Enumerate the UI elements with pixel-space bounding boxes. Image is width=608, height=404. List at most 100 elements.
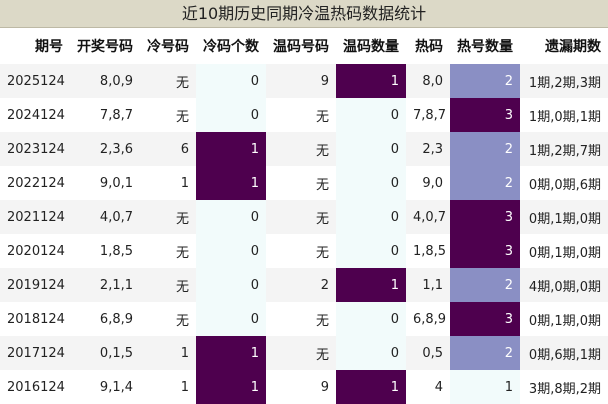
cell-missed-periods: 0期,1期,0期	[520, 200, 608, 234]
cell-warm-count: 0	[336, 336, 406, 370]
cell-warm-numbers: 无	[266, 336, 336, 370]
table-row: 2022124 9,0,1 1 1 无 0 9,0 2 0期,0期,6期	[0, 166, 608, 200]
header-draw-numbers: 开奖号码	[70, 28, 140, 64]
cell-warm-count: 0	[336, 98, 406, 132]
cell-warm-numbers: 2	[266, 268, 336, 302]
table-row: 2018124 6,8,9 无 0 无 0 6,8,9 3 0期,1期,0期	[0, 302, 608, 336]
table-body: 2025124 8,0,9 无 0 9 1 8,0 2 1期,2期,3期 2024124 7,8,7…	[0, 64, 608, 404]
cell-missed-periods: 0期,0期,6期	[520, 166, 608, 200]
cell-hot-count: 2	[450, 166, 520, 200]
cell-issue: 2021124	[0, 200, 70, 234]
table-row: 2021124 4,0,7 无 0 无 0 4,0,7 3 0期,1期,0期	[0, 200, 608, 234]
table-row: 2025124 8,0,9 无 0 9 1 8,0 2 1期,2期,3期	[0, 64, 608, 98]
table-row: 2016124 9,1,4 1 1 9 1 4 1 3期,8期,2期	[0, 370, 608, 404]
cell-cold-count: 1	[196, 336, 266, 370]
cell-cold-numbers: 无	[140, 268, 196, 302]
cell-hot-numbers: 7,8,7	[406, 98, 450, 132]
cell-draw-numbers: 2,3,6	[70, 132, 140, 166]
cell-hot-numbers: 2,3	[406, 132, 450, 166]
cell-missed-periods: 1期,2期,3期	[520, 64, 608, 98]
table-row: 2020124 1,8,5 无 0 无 0 1,8,5 3 0期,1期,0期	[0, 234, 608, 268]
cell-warm-count: 0	[336, 132, 406, 166]
cell-warm-count: 0	[336, 166, 406, 200]
header-warm-count: 温码数量	[336, 28, 406, 64]
cell-hot-count: 3	[450, 98, 520, 132]
cell-hot-count: 2	[450, 64, 520, 98]
cell-issue: 2023124	[0, 132, 70, 166]
cell-cold-numbers: 1	[140, 336, 196, 370]
cell-hot-numbers: 6,8,9	[406, 302, 450, 336]
cell-issue: 2016124	[0, 370, 70, 404]
header-cold-numbers: 冷号码	[140, 28, 196, 64]
header-hot-count: 热号数量	[450, 28, 520, 64]
cell-hot-numbers: 1,1	[406, 268, 450, 302]
cell-missed-periods: 4期,0期,0期	[520, 268, 608, 302]
cell-hot-count: 1	[450, 370, 520, 404]
cell-warm-count: 0	[336, 302, 406, 336]
header-missed-periods: 遗漏期数	[520, 28, 608, 64]
cell-hot-count: 2	[450, 268, 520, 302]
cell-cold-numbers: 无	[140, 98, 196, 132]
table-row: 2017124 0,1,5 1 1 无 0 0,5 2 0期,6期,1期	[0, 336, 608, 370]
header-row: 期号 开奖号码 冷号码 冷码个数 温码号码 温码数量 热码 热号数量 遗漏期数	[0, 28, 608, 64]
cell-hot-count: 3	[450, 234, 520, 268]
cell-warm-numbers: 无	[266, 200, 336, 234]
cell-missed-periods: 1期,2期,7期	[520, 132, 608, 166]
stats-table: 期号 开奖号码 冷号码 冷码个数 温码号码 温码数量 热码 热号数量 遗漏期数 …	[0, 28, 608, 404]
cell-cold-numbers: 无	[140, 64, 196, 98]
cell-missed-periods: 0期,1期,0期	[520, 302, 608, 336]
cell-cold-count: 0	[196, 98, 266, 132]
header-warm-numbers: 温码号码	[266, 28, 336, 64]
cell-cold-count: 0	[196, 268, 266, 302]
cell-warm-count: 0	[336, 234, 406, 268]
cell-warm-numbers: 无	[266, 98, 336, 132]
cell-cold-numbers: 无	[140, 234, 196, 268]
cell-issue: 2020124	[0, 234, 70, 268]
cell-cold-numbers: 无	[140, 302, 196, 336]
cell-hot-count: 2	[450, 132, 520, 166]
cell-hot-numbers: 9,0	[406, 166, 450, 200]
cell-cold-count: 1	[196, 132, 266, 166]
cell-draw-numbers: 6,8,9	[70, 302, 140, 336]
cell-warm-count: 1	[336, 64, 406, 98]
cell-cold-count: 1	[196, 370, 266, 404]
cell-hot-count: 2	[450, 336, 520, 370]
header-hot-numbers: 热码	[406, 28, 450, 64]
cell-cold-numbers: 1	[140, 370, 196, 404]
cell-issue: 2019124	[0, 268, 70, 302]
cell-issue: 2017124	[0, 336, 70, 370]
cell-draw-numbers: 0,1,5	[70, 336, 140, 370]
cell-cold-count: 1	[196, 166, 266, 200]
cell-draw-numbers: 7,8,7	[70, 98, 140, 132]
cell-cold-count: 0	[196, 64, 266, 98]
cell-cold-count: 0	[196, 200, 266, 234]
cell-hot-numbers: 1,8,5	[406, 234, 450, 268]
cell-warm-numbers: 无	[266, 166, 336, 200]
cell-hot-count: 3	[450, 200, 520, 234]
cell-issue: 2025124	[0, 64, 70, 98]
cell-issue: 2018124	[0, 302, 70, 336]
cell-warm-count: 1	[336, 268, 406, 302]
cell-hot-numbers: 4	[406, 370, 450, 404]
table-title: 近10期历史同期冷温热码数据统计	[0, 0, 608, 28]
cell-issue: 2022124	[0, 166, 70, 200]
cell-cold-numbers: 6	[140, 132, 196, 166]
cell-warm-count: 1	[336, 370, 406, 404]
cell-draw-numbers: 1,8,5	[70, 234, 140, 268]
cell-cold-numbers: 无	[140, 200, 196, 234]
table-row: 2024124 7,8,7 无 0 无 0 7,8,7 3 1期,0期,1期	[0, 98, 608, 132]
cell-warm-numbers: 无	[266, 234, 336, 268]
table-row: 2019124 2,1,1 无 0 2 1 1,1 2 4期,0期,0期	[0, 268, 608, 302]
cell-missed-periods: 0期,1期,0期	[520, 234, 608, 268]
cell-hot-numbers: 8,0	[406, 64, 450, 98]
cell-draw-numbers: 2,1,1	[70, 268, 140, 302]
cell-hot-numbers: 0,5	[406, 336, 450, 370]
cell-missed-periods: 3期,8期,2期	[520, 370, 608, 404]
cell-hot-numbers: 4,0,7	[406, 200, 450, 234]
cell-warm-numbers: 无	[266, 302, 336, 336]
cell-cold-count: 0	[196, 234, 266, 268]
cell-missed-periods: 1期,0期,1期	[520, 98, 608, 132]
cell-warm-numbers: 无	[266, 132, 336, 166]
cell-missed-periods: 0期,6期,1期	[520, 336, 608, 370]
